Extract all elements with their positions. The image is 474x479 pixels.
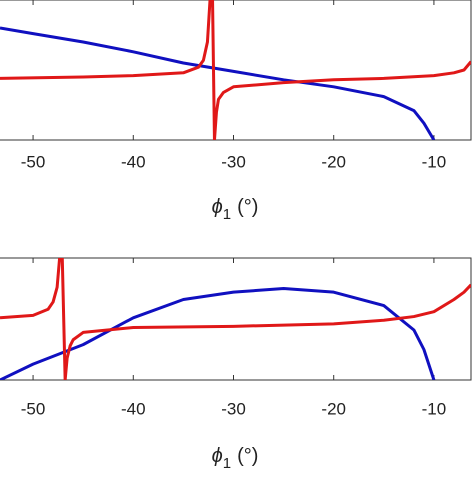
x-label-subscript: 1 <box>223 455 231 472</box>
data-line <box>0 0 471 140</box>
axes-frame <box>0 0 472 141</box>
x-tick-label: -20 <box>321 399 346 418</box>
x-tick-label: -10 <box>422 152 447 171</box>
x-label-unit: (°) <box>237 196 258 218</box>
x-tick-label: -20 <box>321 152 346 171</box>
data-line <box>0 287 436 380</box>
x-label-subscript: 1 <box>223 206 231 223</box>
x-label-symbol: ϕ <box>212 196 223 218</box>
x-tick-label: -40 <box>121 152 146 171</box>
x-label-unit: (°) <box>237 445 258 467</box>
x-label-symbol: ϕ <box>212 445 223 467</box>
axes-frame <box>0 257 472 381</box>
data-line <box>0 26 436 140</box>
x-tick-label: -10 <box>422 399 447 418</box>
panel: -50 -40 -30 -20 -10 ϕ1 (°) <box>0 257 472 472</box>
data-line <box>0 258 471 380</box>
x-tick-label: -30 <box>221 399 246 418</box>
x-tick-label: -50 <box>21 152 46 171</box>
x-tick-label: -30 <box>221 152 246 171</box>
x-axis-label: ϕ1 (°) <box>212 445 259 472</box>
x-axis-label: ϕ1 (°) <box>212 196 259 223</box>
x-tick-label: -40 <box>121 399 146 418</box>
x-tick-label: -50 <box>21 399 46 418</box>
panel: -50 -40 -30 -20 -10 ϕ1 (°) <box>0 0 472 223</box>
